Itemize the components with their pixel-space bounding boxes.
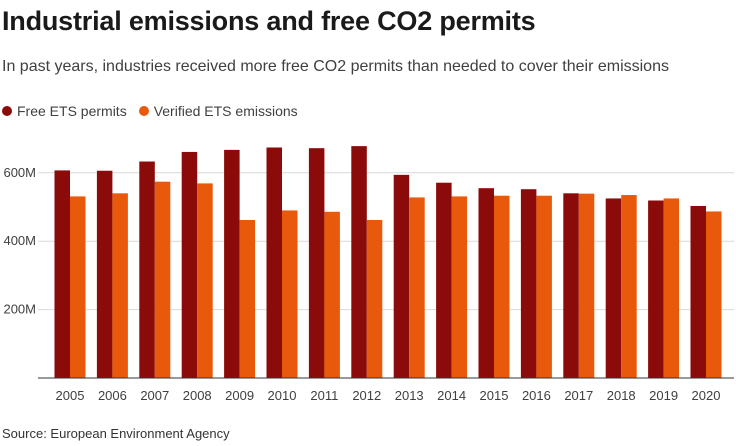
x-tick-label-2018: 2018 bbox=[607, 388, 636, 403]
bar-verified-emissions-2010 bbox=[282, 210, 298, 378]
x-tick-label-2016: 2016 bbox=[522, 388, 551, 403]
chart-source: Source: European Environment Agency bbox=[2, 426, 230, 441]
y-tick-label-200M: 200M bbox=[3, 302, 36, 317]
x-axis-ticks: 2005 2006 2007 2008 2009 2010 2011 2012 2013 2014… bbox=[56, 388, 721, 403]
x-tick-label-2015: 2015 bbox=[480, 388, 509, 403]
bar-free-permits-2014 bbox=[436, 182, 452, 378]
x-tick-label-2007: 2007 bbox=[140, 388, 169, 403]
bar-verified-emissions-2012 bbox=[366, 219, 383, 378]
bar-free-permits-2016 bbox=[520, 189, 537, 378]
x-tick-label-2008: 2008 bbox=[183, 388, 212, 403]
chart-title: Industrial emissions and free CO2 permit… bbox=[2, 6, 536, 36]
y-axis-ticks: 200M 400M 600M bbox=[3, 165, 36, 317]
x-tick-label-2020: 2020 bbox=[692, 388, 721, 403]
bar-verified-emissions-2017 bbox=[578, 193, 595, 378]
legend-label-free-permits: Free ETS permits bbox=[17, 103, 127, 119]
bar-verified-emissions-2019 bbox=[663, 198, 680, 378]
bar-free-permits-2009 bbox=[224, 149, 240, 378]
bar-verified-emissions-2005 bbox=[70, 196, 86, 378]
bar-verified-emissions-2020 bbox=[706, 211, 722, 378]
bar-free-permits-2015 bbox=[478, 188, 494, 378]
bar-verified-emissions-2011 bbox=[324, 211, 340, 378]
legend-swatch-verified-emissions bbox=[138, 106, 149, 116]
legend-item-free-permits: Free ETS permits bbox=[2, 103, 127, 119]
x-tick-label-2006: 2006 bbox=[98, 388, 127, 403]
chart-subtitle: In past years, industries received more … bbox=[2, 58, 669, 75]
bar-verified-emissions-2018 bbox=[621, 195, 637, 378]
bar-verified-emissions-2013 bbox=[409, 197, 425, 378]
bar-verified-emissions-2008 bbox=[197, 183, 213, 378]
x-tick-label-2012: 2012 bbox=[352, 388, 381, 403]
bar-free-permits-2013 bbox=[393, 174, 410, 378]
bar-free-permits-2005 bbox=[54, 170, 70, 378]
bar-free-permits-2018 bbox=[605, 198, 622, 378]
bar-free-permits-2011 bbox=[308, 148, 325, 378]
x-tick-label-2010: 2010 bbox=[268, 388, 297, 403]
bar-verified-emissions-2016 bbox=[536, 195, 552, 378]
legend-item-verified-emissions: Verified ETS emissions bbox=[138, 103, 298, 119]
legend-label-verified-emissions: Verified ETS emissions bbox=[153, 103, 298, 119]
bar-free-permits-2020 bbox=[690, 205, 706, 378]
chart-legend: Free ETS permits Verified ETS emissions bbox=[2, 103, 310, 119]
bar-free-permits-2017 bbox=[563, 193, 579, 378]
bar-free-permits-2006 bbox=[96, 170, 113, 378]
x-tick-label-2014: 2014 bbox=[437, 388, 466, 403]
bar-verified-emissions-2006 bbox=[112, 193, 128, 378]
x-tick-label-2019: 2019 bbox=[649, 388, 678, 403]
bar-verified-emissions-2015 bbox=[494, 195, 510, 378]
bars bbox=[54, 146, 722, 378]
bar-free-permits-2012 bbox=[351, 146, 367, 378]
bar-verified-emissions-2009 bbox=[239, 219, 256, 378]
bar-verified-emissions-2007 bbox=[154, 181, 171, 378]
legend-swatch-free-permits bbox=[2, 106, 12, 116]
x-tick-label-2017: 2017 bbox=[564, 388, 593, 403]
x-tick-label-2009: 2009 bbox=[225, 388, 254, 403]
x-tick-label-2011: 2011 bbox=[310, 388, 338, 403]
y-tick-label-400M: 400M bbox=[3, 233, 36, 248]
y-tick-label-600M: 600M bbox=[3, 165, 36, 180]
bar-free-permits-2010 bbox=[266, 147, 282, 378]
bar-free-permits-2007 bbox=[139, 161, 155, 378]
bar-verified-emissions-2014 bbox=[451, 196, 468, 378]
x-tick-label-2013: 2013 bbox=[395, 388, 424, 403]
x-tick-label-2005: 2005 bbox=[56, 388, 85, 403]
bar-free-permits-2019 bbox=[648, 200, 664, 378]
bar-free-permits-2008 bbox=[181, 151, 198, 378]
